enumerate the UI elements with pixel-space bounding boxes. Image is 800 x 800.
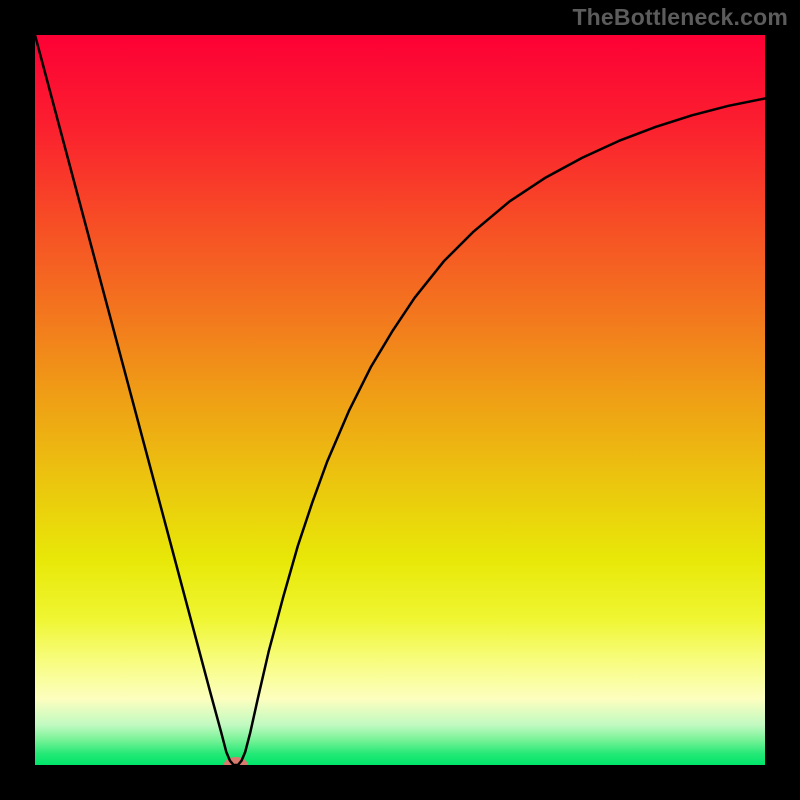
- bottleneck-chart: [35, 35, 765, 765]
- watermark-text: TheBottleneck.com: [572, 4, 788, 31]
- gradient-background: [35, 35, 765, 765]
- figure-root: TheBottleneck.com: [0, 0, 800, 800]
